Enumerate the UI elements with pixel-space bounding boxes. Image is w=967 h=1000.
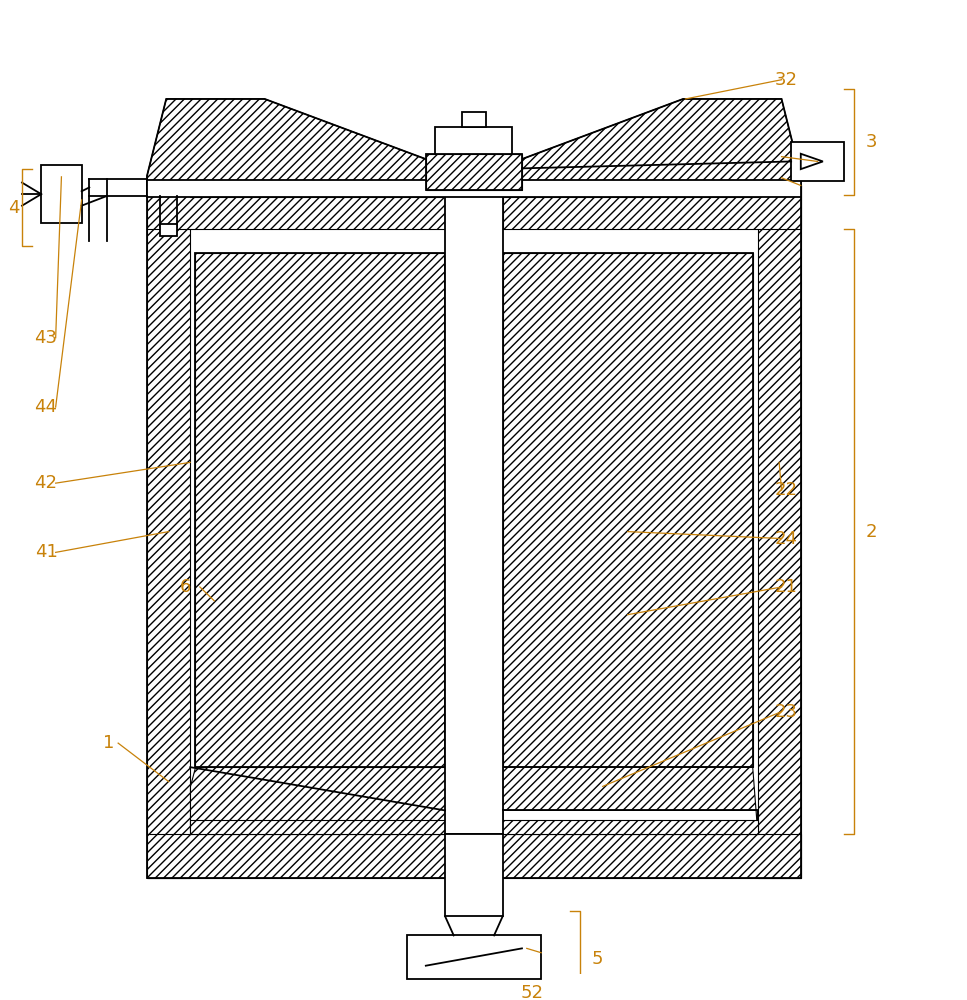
- Text: 1: 1: [103, 734, 114, 752]
- Text: 23: 23: [775, 703, 798, 721]
- Polygon shape: [503, 185, 801, 229]
- Polygon shape: [147, 834, 801, 878]
- Bar: [190, 820, 757, 834]
- Bar: [791, 142, 844, 181]
- Polygon shape: [503, 767, 757, 830]
- Bar: [503, 253, 752, 767]
- Text: 6: 6: [180, 578, 191, 596]
- Text: 21: 21: [775, 578, 798, 596]
- Polygon shape: [801, 154, 823, 169]
- Text: 4: 4: [8, 199, 19, 217]
- Text: 3: 3: [865, 133, 877, 151]
- Bar: [160, 224, 177, 236]
- Text: 42: 42: [35, 474, 58, 492]
- Bar: [425, 154, 522, 190]
- Bar: [190, 180, 757, 197]
- Polygon shape: [147, 185, 445, 229]
- Bar: [195, 253, 445, 767]
- Bar: [435, 127, 513, 154]
- Text: 51: 51: [520, 939, 543, 957]
- Bar: [503, 253, 752, 767]
- Text: 31: 31: [775, 148, 798, 166]
- Bar: [445, 834, 503, 916]
- Bar: [147, 185, 801, 878]
- Text: 5: 5: [591, 950, 602, 968]
- Polygon shape: [147, 99, 445, 185]
- Bar: [425, 154, 522, 190]
- Bar: [406, 935, 542, 979]
- Text: 43: 43: [35, 329, 58, 347]
- Text: 32: 32: [775, 71, 798, 89]
- Polygon shape: [757, 185, 801, 878]
- Polygon shape: [503, 99, 801, 185]
- Bar: [42, 165, 81, 223]
- Text: 22: 22: [775, 481, 798, 499]
- Text: 44: 44: [35, 398, 58, 416]
- Bar: [462, 112, 485, 127]
- Polygon shape: [190, 767, 445, 830]
- Bar: [147, 180, 801, 197]
- Bar: [445, 185, 503, 834]
- Text: 52: 52: [520, 984, 543, 1000]
- Text: 24: 24: [775, 530, 798, 548]
- Polygon shape: [147, 185, 190, 878]
- Text: 33: 33: [775, 169, 798, 187]
- Bar: [195, 253, 445, 767]
- Text: 41: 41: [35, 543, 57, 561]
- Text: 2: 2: [865, 523, 877, 541]
